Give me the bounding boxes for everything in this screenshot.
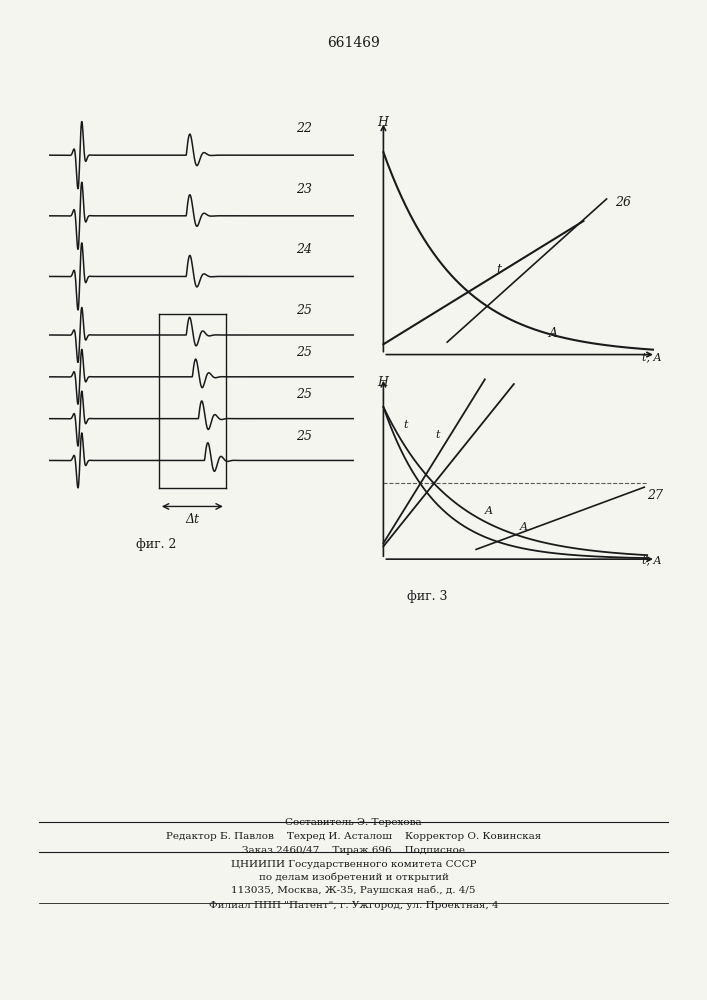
Text: 113035, Москва, Ж-35, Раушская наб., д. 4/5: 113035, Москва, Ж-35, Раушская наб., д. … bbox=[231, 886, 476, 895]
Text: Филиал ППП "Патент", г. Ужгород, ул. Проектная, 4: Филиал ППП "Патент", г. Ужгород, ул. Про… bbox=[209, 901, 498, 910]
Text: 26: 26 bbox=[615, 196, 631, 209]
Text: A: A bbox=[549, 327, 558, 340]
Text: t, A: t, A bbox=[642, 352, 662, 362]
Text: 25: 25 bbox=[296, 346, 312, 359]
Text: 24: 24 bbox=[296, 243, 312, 256]
Text: A: A bbox=[520, 522, 527, 532]
Text: 23: 23 bbox=[296, 183, 312, 196]
Text: Редактор Б. Павлов    Техред И. Асталош    Корректор О. Ковинская: Редактор Б. Павлов Техред И. Асталош Кор… bbox=[166, 832, 541, 841]
Text: 27: 27 bbox=[647, 489, 663, 502]
Text: 25: 25 bbox=[296, 304, 312, 317]
Text: t: t bbox=[404, 420, 408, 430]
Text: 22: 22 bbox=[296, 122, 312, 135]
Text: ЦНИИПИ Государственного комитета СССР: ЦНИИПИ Государственного комитета СССР bbox=[230, 860, 477, 869]
Text: t: t bbox=[496, 263, 501, 276]
Text: 25: 25 bbox=[296, 388, 312, 401]
Text: фиг. 2: фиг. 2 bbox=[136, 538, 176, 551]
Text: H: H bbox=[378, 376, 388, 389]
Text: 25: 25 bbox=[296, 430, 312, 443]
Text: Заказ 2460/47    Тираж 696    Подписное: Заказ 2460/47 Тираж 696 Подписное bbox=[242, 846, 465, 855]
Text: t, A: t, A bbox=[642, 555, 662, 565]
Text: фиг. 3: фиг. 3 bbox=[407, 590, 447, 603]
Text: Δt: Δt bbox=[185, 513, 199, 526]
Text: по делам изобретений и открытий: по делам изобретений и открытий bbox=[259, 872, 448, 882]
Text: Составитель Э. Терехова: Составитель Э. Терехова bbox=[285, 818, 422, 827]
Text: H: H bbox=[378, 116, 388, 129]
Text: 661469: 661469 bbox=[327, 36, 380, 50]
Text: A: A bbox=[485, 506, 493, 516]
Text: t: t bbox=[436, 430, 440, 440]
